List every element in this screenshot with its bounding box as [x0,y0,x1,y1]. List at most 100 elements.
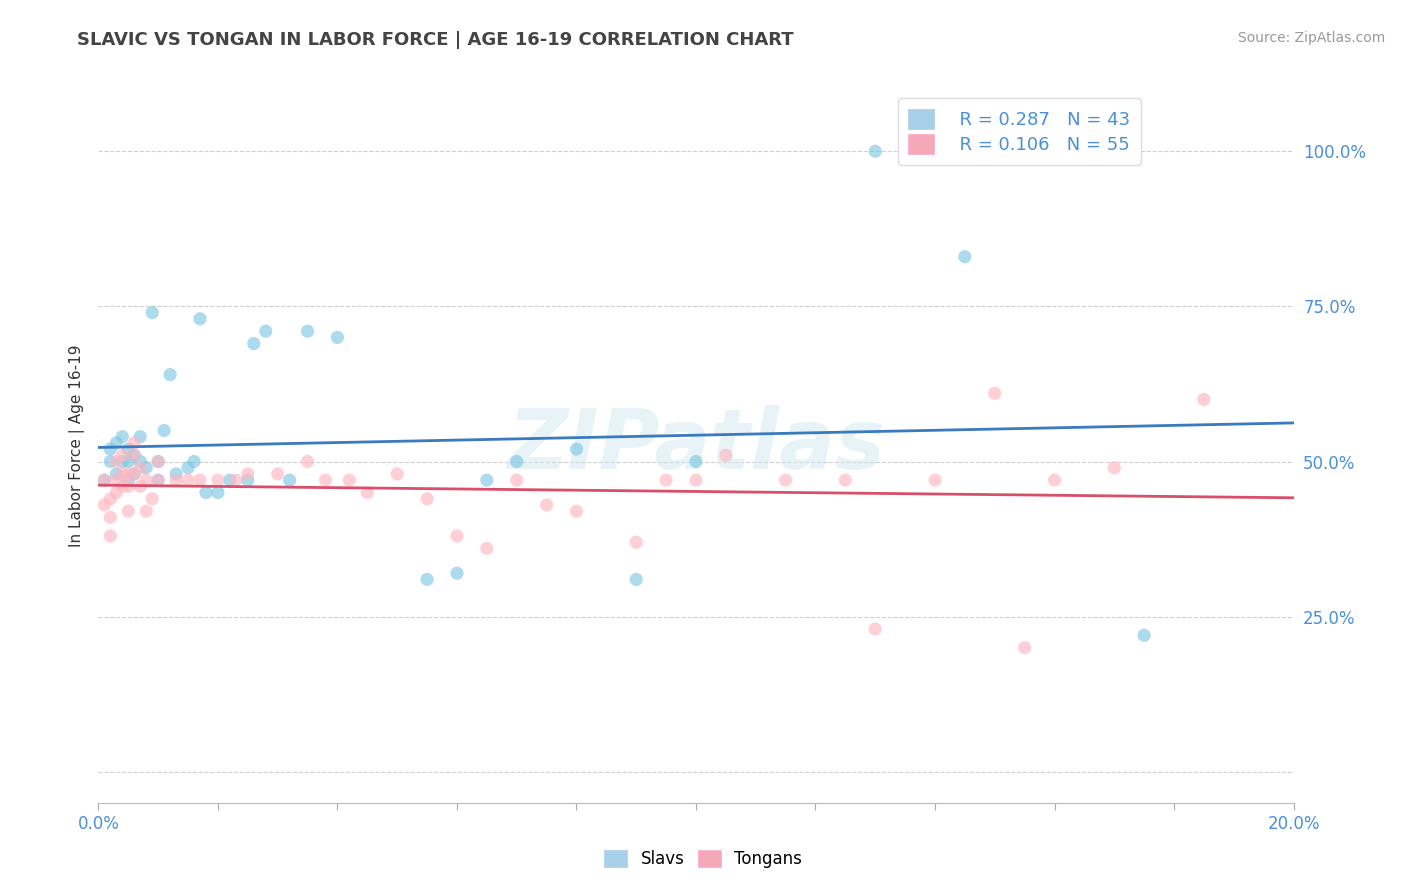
Point [129,430,152,444]
Point [207,485,229,500]
Point [93,473,115,487]
Point [177,473,200,487]
Point [93,498,115,512]
Point [536,498,558,512]
Point [129,479,152,493]
Point [148,473,170,487]
Point [129,454,152,468]
Point [141,305,163,319]
Point [626,535,648,549]
Point [124,448,146,462]
Point [416,491,439,506]
Point [207,473,229,487]
Point [565,442,588,456]
Point [685,454,707,468]
Point [111,430,134,444]
Point [278,473,301,487]
Point [984,386,1007,401]
Point [953,250,976,264]
Point [339,473,361,487]
Point [188,311,211,326]
Point [865,622,887,636]
Point [446,566,468,581]
Point [124,436,146,450]
Point [105,454,128,468]
Point [315,473,337,487]
Point [111,467,134,481]
Point [105,485,128,500]
Point [254,324,277,338]
Point [775,473,797,487]
Point [475,541,498,556]
Point [117,454,139,468]
Point [1104,460,1126,475]
Text: ZIPatlas: ZIPatlas [508,406,884,486]
Point [565,504,588,518]
Point [626,573,648,587]
Point [159,368,181,382]
Point [416,573,439,587]
Point [297,454,319,468]
Point [865,145,887,159]
Point [105,467,128,481]
Point [475,473,498,487]
Point [655,473,678,487]
Point [135,504,157,518]
Point [111,448,134,462]
Point [177,460,200,475]
Point [1133,628,1156,642]
Point [236,467,259,481]
Point [1192,392,1215,407]
Legend:   R = 0.287   N = 43,   R = 0.106   N = 55: R = 0.287 N = 43, R = 0.106 N = 55 [897,98,1142,165]
Point [1014,640,1036,655]
Point [714,448,737,462]
Point [98,529,122,543]
Point [124,467,146,481]
Text: Source: ZipAtlas.com: Source: ZipAtlas.com [1237,31,1385,45]
Point [219,473,242,487]
Text: SLAVIC VS TONGAN IN LABOR FORCE | AGE 16-19 CORRELATION CHART: SLAVIC VS TONGAN IN LABOR FORCE | AGE 16… [77,31,794,49]
Point [188,473,211,487]
Point [153,424,176,438]
Point [105,473,128,487]
Point [446,529,468,543]
Point [148,454,170,468]
Point [117,467,139,481]
Point [834,473,856,487]
Point [129,460,152,475]
Point [135,473,157,487]
Point [117,473,139,487]
Point [117,442,139,456]
Point [685,473,707,487]
Point [93,473,115,487]
Point [1043,473,1066,487]
Point [225,473,247,487]
Point [111,454,134,468]
Point [148,473,170,487]
Point [267,467,290,481]
Point [98,454,122,468]
Point [506,454,529,468]
Point [243,336,266,351]
Point [326,330,349,344]
Point [98,510,122,524]
Point [165,473,187,487]
Point [148,454,170,468]
Point [356,485,378,500]
Point [385,467,409,481]
Point [105,436,128,450]
Point [924,473,946,487]
Point [124,467,146,481]
Point [111,479,134,493]
Point [506,473,529,487]
Point [183,454,205,468]
Point [297,324,319,338]
Point [165,467,187,481]
Point [135,460,157,475]
Y-axis label: In Labor Force | Age 16-19: In Labor Force | Age 16-19 [69,344,84,548]
Point [236,473,259,487]
Point [117,479,139,493]
Point [141,491,163,506]
Point [98,491,122,506]
Point [98,442,122,456]
